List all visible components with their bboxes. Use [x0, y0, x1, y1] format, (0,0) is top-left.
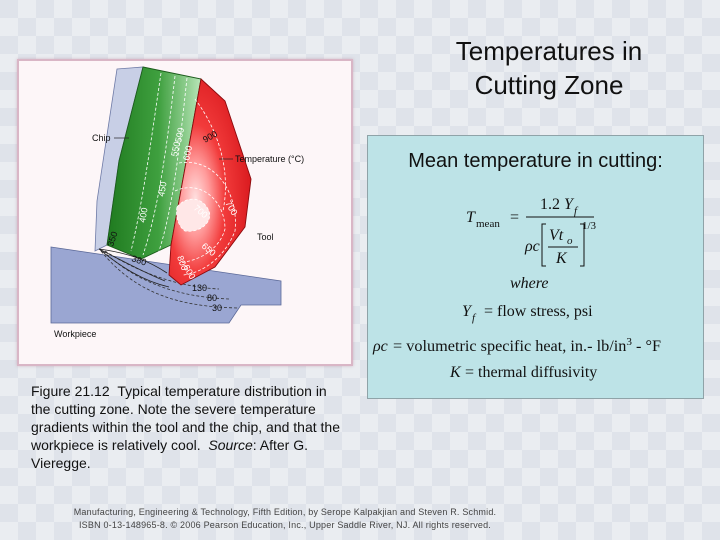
workpiece-label: Workpiece [54, 329, 96, 339]
def2-text: = volumetric specific heat, in.- lb/in [393, 338, 626, 355]
formula-where: where [510, 275, 549, 292]
def3-text: = thermal diffusivity [465, 364, 597, 381]
caption-figure-number: Figure 21.12 [31, 383, 110, 399]
def1-symbol-sub: f [472, 312, 477, 324]
formula-bracket-right [580, 223, 585, 267]
isotherm-label: 600 [181, 145, 194, 162]
def2-tail: - °F [632, 338, 661, 355]
temperature-label: Temperature (°C) [235, 154, 304, 164]
slide-title-line2: Cutting Zone [474, 70, 624, 100]
isotherm-label: 550 [169, 141, 182, 158]
isotherm-label: 450 [156, 181, 168, 198]
formula-equals: = [510, 209, 519, 226]
isotherm-label: 800 [175, 254, 190, 272]
isotherm-label: 350 [105, 230, 119, 247]
chip-label: Chip [92, 133, 111, 143]
cutting-zone-diagram: Chip Temperature (°C) Tool Workpiece 500… [50, 66, 304, 339]
figure-caption: Figure 21.12 Typical temperature distrib… [31, 382, 346, 472]
formula-exponent: 1/3 [582, 220, 597, 232]
slide-title-line1: Temperatures in [455, 36, 643, 66]
def1-symbol: Y [462, 303, 473, 320]
caption-text: Typical temperature distribution in the … [31, 383, 340, 453]
shear-line-c [98, 248, 170, 288]
formula-num-Y: Y [564, 196, 575, 213]
formula-inner-num-sub: o [567, 235, 573, 247]
caption-source-label: Source [208, 437, 253, 453]
tool-region [168, 78, 252, 286]
formula-lhs-T: T [466, 209, 476, 226]
footer-line1: Manufacturing, Engineering & Technology,… [73, 507, 497, 517]
formula-inner-den: K [555, 250, 568, 267]
workpiece-region [50, 246, 282, 324]
shear-line-b [98, 248, 166, 282]
formula-num-Y-sub: f [574, 205, 579, 217]
isotherm-label: 500 [173, 127, 186, 144]
formula-den-rho-c: ρc [524, 238, 540, 255]
formula-box: Mean temperature in cutting: T mean = 1.… [367, 135, 704, 399]
formula-num-coeff: 1.2 [540, 196, 560, 213]
def2-text-group: = volumetric specific heat, in.- lb/in 3 … [393, 336, 661, 355]
isotherm-label: 380 [130, 253, 147, 267]
isotherm-label: 30 [212, 303, 222, 313]
tool-label: Tool [257, 232, 274, 242]
tool-isotherm-c [194, 98, 226, 212]
workpiece-isotherm-130 [104, 250, 220, 290]
tool-isotherm-a [174, 187, 226, 264]
shear-line-a [98, 248, 168, 274]
chip-isotherm-c [156, 77, 188, 258]
chip-isotherm-a [130, 72, 162, 252]
isotherm-label: 80 [207, 293, 217, 303]
formula-lhs-sub: mean [476, 218, 500, 230]
slide-title: Temperatures in Cutting Zone [420, 34, 678, 102]
def1-text: = flow stress, psi [484, 303, 593, 320]
def3-symbol: K [449, 364, 462, 381]
def2-symbol: ρc [372, 338, 388, 355]
mean-temperature-formula: T mean = 1.2 Y f ρc Vt o K 1/3 where Y f… [372, 196, 661, 381]
isotherm-label: 130 [192, 283, 207, 293]
formula-bracket [541, 223, 546, 267]
copyright-footer: Manufacturing, Engineering & Technology,… [40, 506, 530, 532]
caption-source-text: : After G. Vieregge. [31, 437, 309, 471]
formula-heading: Mean temperature in cutting: [408, 150, 663, 172]
tool-isotherm-b [178, 161, 236, 276]
tool-hot-zone [176, 198, 211, 232]
formula-inner-num: Vt [549, 227, 564, 244]
footer-line2: ISBN 0-13-148965-8. © 2006 Pearson Educa… [78, 520, 492, 530]
isotherm-label: 400 [137, 207, 149, 224]
def2-exponent: 3 [626, 336, 632, 348]
cutting-zone-figure: Chip Temperature (°C) Tool Workpiece 500… [17, 59, 353, 366]
